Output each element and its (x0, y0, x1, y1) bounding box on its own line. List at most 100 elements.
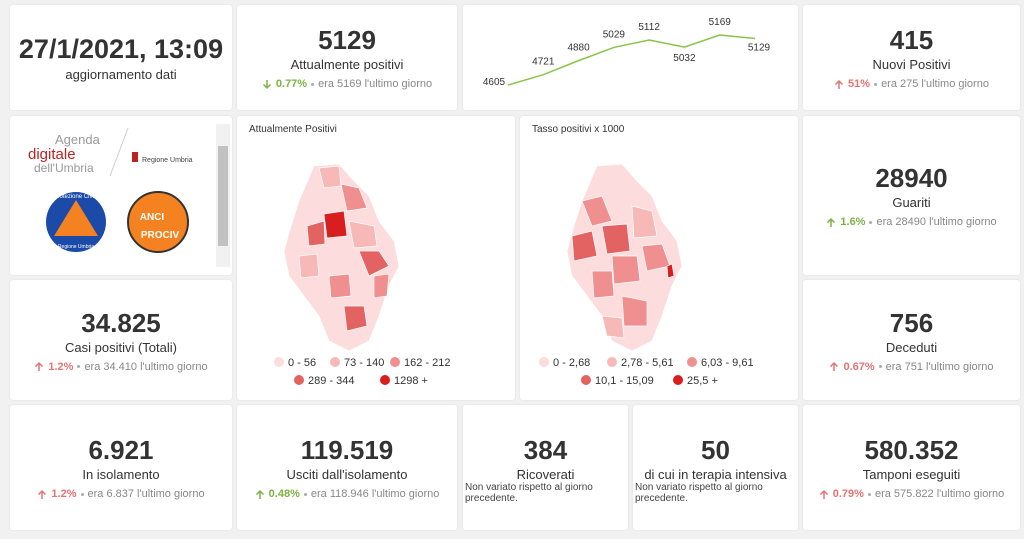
trend-arrow (262, 79, 271, 89)
data-label: 4721 (532, 57, 555, 68)
legend-label: 10,1 - 15,09 (595, 375, 654, 387)
stat-value: 415 (889, 25, 934, 55)
stat-card: 34.825 Casi positivi (Totali) 1.2% era 34.4… (10, 280, 232, 400)
legend-label: 1298 + (394, 375, 428, 387)
stat-card: 5129 Attualmente positivi 0.77% era 5169 l'… (237, 5, 457, 110)
data-label: 5112 (638, 22, 660, 33)
legend-swatch (390, 357, 400, 367)
data-label: 5169 (709, 17, 732, 28)
logo-icon (127, 191, 189, 253)
region (283, 163, 400, 352)
separator (878, 365, 882, 368)
change-note: era 275 l'ultimo giorno (881, 78, 989, 90)
logo-text: ANCI (140, 212, 165, 223)
trend-arrow (819, 489, 828, 499)
trend-arrow-path (827, 217, 836, 227)
legend-swatch (687, 357, 697, 367)
stat-value: 28940 (875, 163, 948, 193)
trend-arrow (38, 489, 47, 499)
logo-text: Regione Umbria (58, 244, 94, 250)
data-label: 4605 (483, 77, 506, 88)
region (621, 295, 648, 327)
stat-change: 1.6% era 28490 l'ultimo giorno (826, 216, 997, 228)
stat-value: 384 (523, 435, 568, 465)
logo-text: Regione Umbria (142, 157, 193, 164)
stat-note: Non variato rispetto al giorno precedent… (465, 482, 593, 504)
trend-arrow (835, 79, 844, 89)
region (601, 315, 625, 339)
logo-text: Protezione Civile (53, 194, 99, 200)
region (571, 230, 598, 262)
stat-value: 580.352 (864, 435, 959, 465)
stat-label: Deceduti (885, 339, 938, 355)
legend-label: 2,78 - 5,61 (621, 357, 674, 369)
hospital-card: 50 di cui in terapia intensiva Non variato… (633, 405, 798, 530)
stat-change: 1.2% era 34.410 l'ultimo giorno (34, 360, 208, 373)
stat-note: Non variato rispetto al giorno precedent… (635, 482, 763, 504)
change-note: era 751 l'ultimo giorno (885, 360, 994, 373)
choropleth (566, 163, 683, 352)
separator (874, 82, 878, 86)
update-datetime: 27/1/2021, 13:09 (18, 33, 224, 64)
separator (869, 220, 873, 224)
change-value: 1.2% (48, 360, 74, 373)
region (298, 253, 320, 279)
region (631, 205, 658, 239)
separator (867, 492, 871, 496)
stat-card: 28940 Guariti 1.6% era 28490 l'ultimo giorn… (803, 116, 1020, 275)
scrollbar-thumb[interactable] (218, 146, 228, 246)
legend-label: 0 - 2,68 (553, 357, 590, 369)
legend-label: 25,5 + (687, 375, 718, 387)
stat-card: 119.519 Usciti dall'isolamento 0.48% era 11… (237, 405, 457, 530)
logos-card: Agenda digitale dell'Umbria Regione Umbr… (10, 116, 232, 275)
change-note: era 575.822 l'ultimo giorno (874, 488, 1005, 500)
map-title: Attualmente Positivi (249, 124, 337, 135)
region (318, 165, 342, 189)
legend-swatch (581, 375, 591, 385)
stat-change: 0.77% era 5169 l'ultimo giorno (262, 78, 432, 90)
data-label: 4880 (567, 43, 590, 54)
stat-value: 6.921 (88, 435, 154, 465)
data-label: 5029 (603, 29, 626, 40)
line (507, 34, 756, 86)
map: Attualmente Positivi 0 - 56 73 - 140 162 - … (249, 124, 450, 387)
legend-label: 162 - 212 (404, 357, 450, 369)
stat-card: 415 Nuovi Positivi 51% era 275 l'ultimo gio… (803, 5, 1020, 110)
data-label: 5032 (673, 53, 696, 64)
change-value: 0.48% (268, 488, 300, 500)
change-note: era 5169 l'ultimo giorno (318, 78, 433, 90)
legend-swatch (330, 357, 340, 367)
region (340, 183, 368, 212)
legend-swatch (274, 357, 284, 367)
logo-icon (54, 200, 98, 236)
legend-swatch (539, 357, 549, 367)
region (306, 220, 326, 247)
legend-label: 73 - 140 (344, 357, 384, 369)
legend-label: 289 - 344 (308, 375, 354, 387)
change-note: era 34.410 l'ultimo giorno (84, 360, 208, 373)
choropleth (283, 163, 400, 352)
trend-arrow-path (255, 489, 264, 499)
region (591, 270, 615, 299)
stat-label: In isolamento (82, 467, 160, 482)
stat-label: Casi positivi (Totali) (65, 339, 177, 355)
stat-change: 0.79% era 575.822 l'ultimo giorno (819, 488, 1005, 500)
stat-label: Ricoverati (516, 467, 575, 482)
region (323, 210, 348, 239)
change-value: 1.6% (840, 216, 866, 228)
trend-arrow (827, 217, 836, 227)
separator (311, 82, 315, 86)
logo-text: Agenda (55, 132, 101, 147)
stat-value: 5129 (318, 25, 376, 55)
logo-icon (132, 152, 138, 162)
stat-label: Usciti dall'isolamento (286, 467, 408, 482)
trend-arrow-path (35, 361, 44, 371)
region (358, 250, 390, 277)
legend-swatch (294, 375, 304, 385)
update-card: 27/1/2021, 13:09 aggiornamento dati (10, 5, 232, 110)
region (611, 255, 641, 285)
divider (109, 127, 129, 177)
stat-card: 756 Deceduti 0.67% era 751 l'ultimo giorno (803, 280, 1020, 400)
trend-arrow-path (819, 489, 828, 499)
